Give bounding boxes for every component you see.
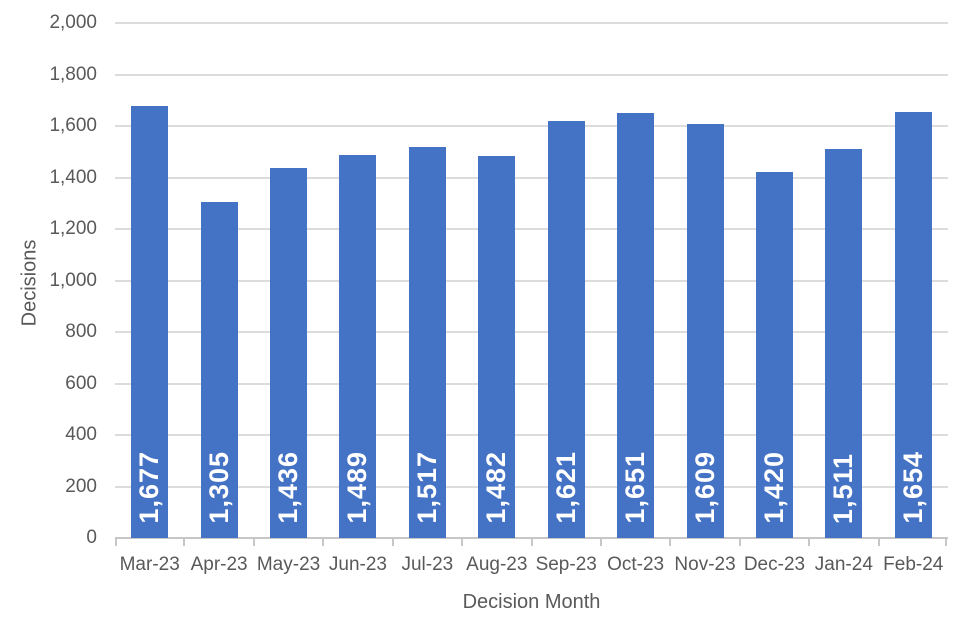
gridline — [115, 279, 948, 282]
x-tick-mark — [115, 539, 117, 546]
x-tick-mark — [530, 539, 533, 546]
x-tick-mark — [945, 539, 947, 546]
bar-value-label: 1,677 — [134, 451, 165, 524]
bar: 1,517 — [408, 147, 446, 538]
x-tick-mark — [808, 539, 811, 546]
x-tick-label: Apr-23 — [190, 554, 248, 575]
bar: 1,621 — [547, 120, 585, 538]
bar-value-label: 1,654 — [897, 451, 928, 524]
y-tick-label: 1,600 — [49, 115, 97, 136]
bar-value-label: 1,489 — [342, 451, 373, 524]
x-tick-mark — [252, 539, 255, 546]
x-axis-tick-labels: Mar-23 Apr-23 May-23 Jun-23 Jul-23 Aug-23 Sep-… — [115, 552, 948, 578]
x-tick-label: Mar-23 — [119, 554, 180, 575]
x-tick-label: Dec-23 — [743, 554, 806, 575]
bar: 1,677 — [131, 106, 169, 538]
x-tick-mark — [669, 539, 672, 546]
y-tick-label: 800 — [65, 321, 97, 342]
y-tick-label: 400 — [65, 424, 97, 445]
bar-value-label: 1,511 — [828, 452, 859, 524]
bar: 1,651 — [617, 112, 655, 538]
gridline — [115, 434, 948, 436]
x-tick-label: Jun-23 — [328, 554, 387, 575]
y-tick-label: 1,400 — [49, 166, 97, 188]
x-tick-label: Jul-23 — [401, 554, 454, 575]
y-tick-label: 1,200 — [49, 218, 97, 239]
gridline — [115, 73, 948, 76]
bar-value-label: 1,482 — [481, 451, 512, 524]
x-tick-label: Aug-23 — [466, 554, 528, 575]
bar: 1,511 — [825, 148, 863, 538]
x-tick-label: Feb-24 — [883, 554, 944, 575]
gridline — [115, 176, 948, 179]
x-tick-label: May-23 — [256, 554, 321, 575]
bar-value-label: 1,651 — [620, 451, 651, 524]
bar: 1,609 — [686, 123, 724, 538]
bar: 1,482 — [478, 156, 516, 538]
x-tick-mark — [183, 539, 186, 546]
x-tick-mark — [391, 539, 394, 546]
gridline — [115, 485, 948, 488]
x-axis-tick-marks — [115, 539, 948, 546]
x-tick-label: Nov-23 — [674, 554, 736, 575]
bar-value-label: 1,517 — [411, 451, 442, 524]
plot-area: 1,677 1,305 1,436 1,489 1,517 1,482 1,621 1,651… — [115, 22, 948, 539]
bar-value-label: 1,621 — [550, 451, 581, 524]
x-axis-line — [115, 537, 948, 539]
bar-value-label: 1,305 — [203, 451, 234, 524]
bar-value-label: 1,436 — [273, 451, 304, 524]
bar: 1,420 — [755, 172, 793, 538]
bar: 1,489 — [339, 154, 377, 538]
x-tick-mark — [322, 539, 325, 546]
x-tick-mark — [599, 539, 602, 546]
gridline — [115, 125, 948, 127]
x-tick-mark — [877, 539, 880, 546]
bar-value-label: 1,609 — [689, 451, 720, 524]
y-axis-tick-labels: 0 200 400 600 800 1,000 1,200 1,400 1,600 1,800 2,… — [0, 12, 97, 548]
x-tick-label: Oct-23 — [607, 554, 665, 575]
bar-value-label: 1,420 — [758, 451, 789, 524]
bar: 1,305 — [200, 201, 238, 538]
y-tick-label: 2,000 — [49, 12, 97, 33]
gridline — [115, 22, 948, 24]
x-tick-mark — [738, 539, 741, 546]
y-tick-label: 200 — [65, 475, 97, 497]
gridline — [115, 228, 948, 230]
y-tick-label: 1,000 — [49, 269, 97, 291]
y-tick-label: 1,800 — [49, 63, 97, 85]
gridline — [115, 331, 948, 333]
x-axis-title: Decision Month — [462, 591, 601, 613]
bar: 1,436 — [270, 168, 308, 538]
x-tick-mark — [461, 539, 464, 546]
x-tick-label: Jan-24 — [814, 554, 873, 575]
gridline — [115, 382, 948, 385]
bar: 1,654 — [894, 112, 932, 538]
x-tick-label: Sep-23 — [535, 554, 597, 575]
y-tick-label: 0 — [86, 527, 97, 548]
y-tick-label: 600 — [65, 372, 97, 394]
